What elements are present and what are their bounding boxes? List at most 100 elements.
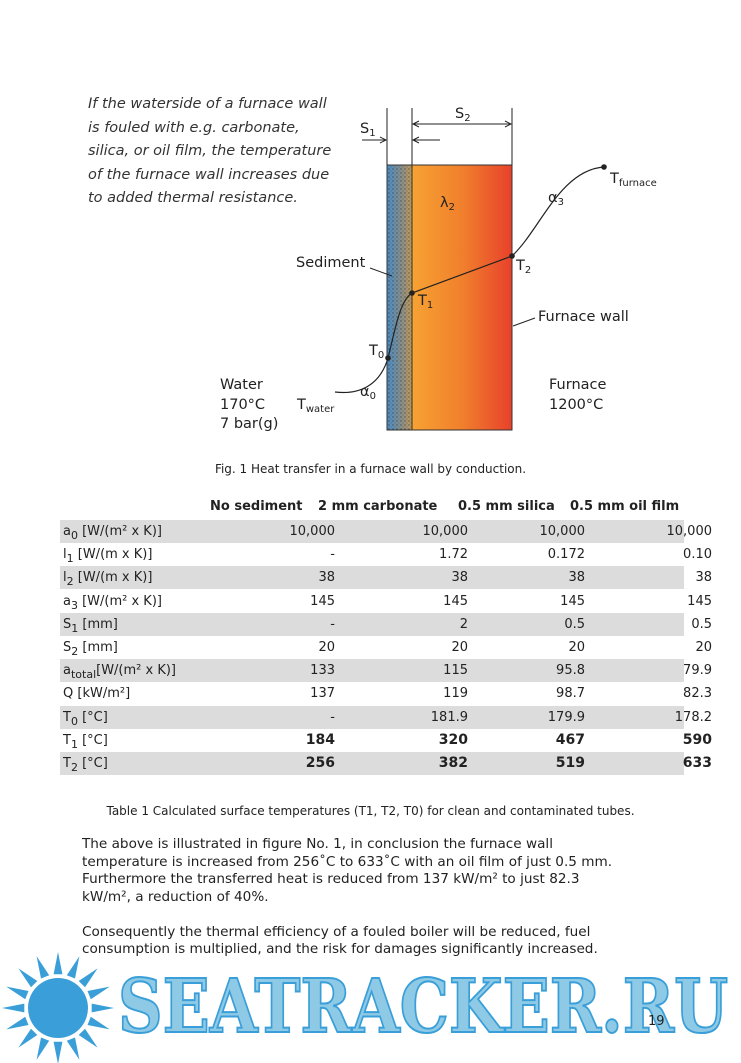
table-row: l1 [W/(m x K)] - 1.72 0.172 0.10 bbox=[60, 543, 712, 566]
sun-ray bbox=[36, 1037, 50, 1060]
row-label-sub: 1 bbox=[70, 737, 78, 751]
sun-ray bbox=[66, 1037, 80, 1060]
table-row: a3 [W/(m² x K)] 145 145 145 145 bbox=[60, 590, 712, 613]
row-label-unit: [°C] bbox=[77, 732, 108, 748]
table-row: atotal[W/(m² x K)] 133 115 95.8 79.9 bbox=[60, 659, 712, 683]
row-label: T0 [°C] bbox=[63, 706, 108, 733]
furnace-wall bbox=[411, 164, 513, 431]
row-label-sub: 0 bbox=[70, 714, 78, 728]
table-cell: 145 bbox=[687, 593, 712, 609]
row-label-unit: [°C] bbox=[77, 756, 108, 771]
furnace-temp: 1200°C bbox=[549, 397, 604, 413]
sediment-texture bbox=[387, 165, 412, 430]
table-cell: 133 bbox=[310, 663, 335, 679]
row-label-main: S bbox=[63, 640, 72, 655]
row-label-unit: [W/(m² x K)] bbox=[77, 524, 162, 539]
row-label-main: T bbox=[63, 732, 71, 748]
row-label-main: l bbox=[63, 547, 67, 563]
row-label-sub: 2 bbox=[66, 575, 74, 589]
page-number: 19 bbox=[648, 1014, 665, 1029]
table-cell: 145 bbox=[443, 593, 468, 609]
sun-ray bbox=[6, 986, 29, 1000]
column-header: 0.5 mm silica bbox=[458, 499, 555, 514]
paragraph-line: Consequently the thermal efficiency of a… bbox=[82, 923, 591, 940]
row-label: S1 [mm] bbox=[63, 613, 118, 640]
t0-label: T0 bbox=[369, 343, 385, 361]
table-row: T1 [°C] 184 320 467 590 bbox=[60, 729, 712, 752]
intro-text: If the waterside of a furnace wall is fou… bbox=[88, 93, 331, 211]
temperature-points bbox=[385, 164, 607, 361]
paragraph-line: kW/m², a reduction of 40%. bbox=[82, 888, 269, 905]
table-cell: 98.7 bbox=[556, 686, 585, 702]
row-label-main: a bbox=[63, 663, 71, 679]
figure-drawing bbox=[334, 108, 607, 431]
row-label: l2 [W/(m x K)] bbox=[63, 566, 152, 593]
figure-caption: Fig. 1 Heat transfer in a furnace wall b… bbox=[214, 462, 527, 476]
table-row: S2 [mm] 20 20 20 20 bbox=[60, 636, 712, 659]
row-label: atotal[W/(m² x K)] bbox=[63, 659, 176, 686]
row-label-sub: total bbox=[70, 668, 97, 682]
table-cell: 145 bbox=[560, 593, 585, 609]
table-cell: 0.172 bbox=[547, 547, 585, 563]
row-label-main: T bbox=[63, 756, 71, 771]
sun-ray bbox=[53, 952, 63, 975]
water-temp: 170°C bbox=[220, 397, 266, 413]
column-header: No sediment bbox=[210, 499, 303, 514]
table-row: T2 [°C] 256 382 519 633 bbox=[60, 752, 712, 775]
table-cell: 10,000 bbox=[666, 524, 713, 539]
dimension-lines bbox=[334, 108, 605, 394]
table-cell: 320 bbox=[438, 731, 468, 748]
row-label-main: l bbox=[63, 570, 67, 586]
table-cell: 38 bbox=[318, 570, 335, 586]
table-cell: 38 bbox=[695, 570, 712, 586]
row-label: S2 [mm] bbox=[63, 636, 118, 663]
sun-ray bbox=[2, 1003, 25, 1013]
sun-ray bbox=[66, 956, 80, 979]
table-cell: 0.5 bbox=[691, 616, 712, 632]
sun-ray bbox=[87, 1016, 110, 1030]
table-cell: 79.9 bbox=[683, 663, 712, 679]
row-label-sub: 2 bbox=[70, 761, 78, 774]
watermark-text: SEATRACKER.RU bbox=[118, 964, 728, 1050]
row-label-unit: [mm] bbox=[78, 616, 118, 632]
furnace-label: Furnace bbox=[549, 377, 607, 393]
table-caption: Table 1 Calculated surface temperatures … bbox=[106, 804, 635, 818]
row-label: l1 [W/(m x K)] bbox=[63, 543, 152, 570]
table-cell: 181.9 bbox=[430, 709, 468, 725]
t1-label: T1 bbox=[418, 293, 434, 311]
sun-ray bbox=[6, 1016, 29, 1030]
row-label-sub: 0 bbox=[70, 529, 78, 542]
paragraph-line: consumption is multiplied, and the risk … bbox=[82, 941, 598, 957]
table-cell: 38 bbox=[568, 570, 585, 586]
furnace-wall-label: Furnace wall bbox=[538, 309, 629, 325]
row-label: Q [kW/m²] bbox=[63, 682, 130, 705]
table-cell: 382 bbox=[438, 755, 468, 771]
row-label-sub: 1 bbox=[66, 552, 74, 566]
row-label: T1 [°C] bbox=[63, 729, 108, 756]
watermark: SEATRACKER.RU bbox=[2, 952, 729, 1063]
column-header: 2 mm carbonate bbox=[318, 499, 438, 514]
table-cell: 0.5 bbox=[564, 616, 585, 632]
paragraph-line: temperature is increased from 256˚C to 6… bbox=[82, 853, 613, 870]
table-cell: 115 bbox=[443, 663, 468, 679]
table-cell: 2 bbox=[459, 616, 468, 632]
table-cell: 519 bbox=[555, 755, 585, 771]
table-cell: 20 bbox=[451, 640, 468, 655]
table-cell: 10,000 bbox=[289, 524, 336, 539]
sun-ray bbox=[18, 1028, 38, 1048]
intro-line: of the furnace wall increases due bbox=[88, 166, 330, 183]
intro-line: silica, or oil film, the temperature bbox=[88, 143, 332, 159]
sediment-label: Sediment bbox=[296, 255, 366, 271]
row-label-unit: [°C] bbox=[77, 709, 108, 725]
row-label: a0 [W/(m² x K)] bbox=[63, 520, 162, 547]
row-label: a3 [W/(m² x K)] bbox=[63, 590, 162, 617]
row-label-unit: [mm] bbox=[78, 640, 118, 655]
t2-label: T2 bbox=[516, 258, 532, 276]
sun-ray bbox=[87, 986, 110, 1000]
column-header: 0.5 mm oil film bbox=[570, 499, 680, 514]
table-cell: 256 bbox=[305, 755, 335, 771]
table-cell: 10,000 bbox=[422, 524, 469, 539]
table-cell: 184 bbox=[305, 731, 335, 748]
paragraph-line: Furthermore the transferred heat is redu… bbox=[82, 871, 580, 887]
